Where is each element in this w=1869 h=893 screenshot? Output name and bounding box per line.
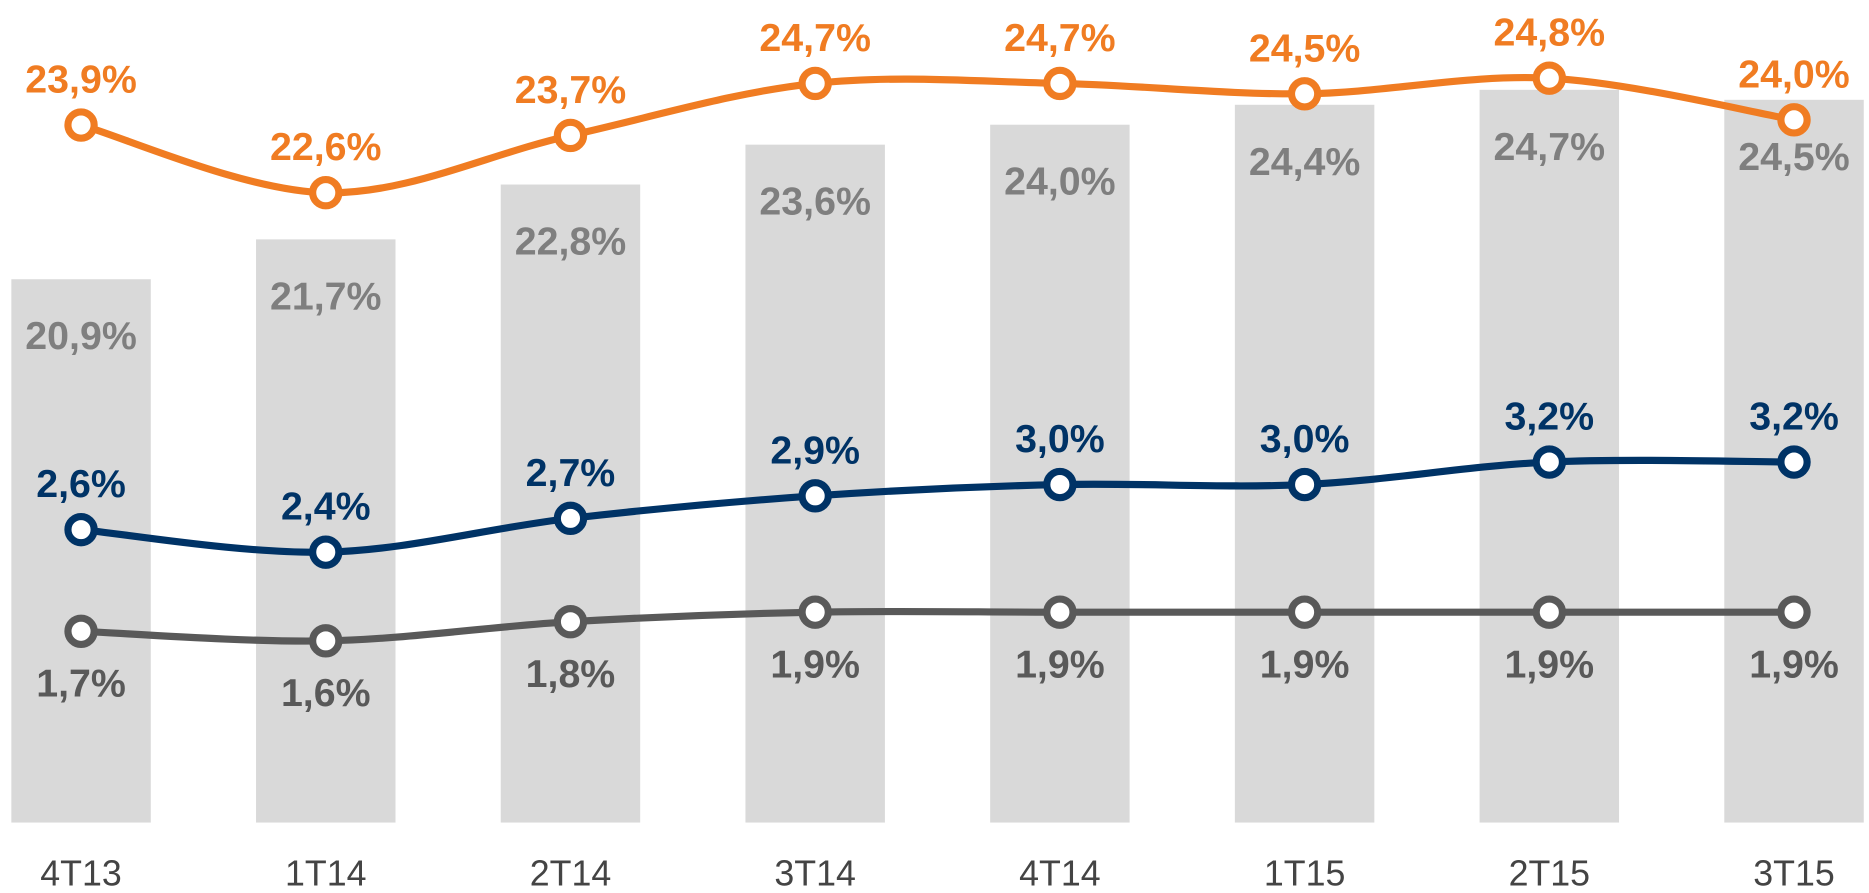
data-label: 22,8% xyxy=(515,220,627,264)
point xyxy=(1043,467,1077,502)
x-tick-label: 4T13 xyxy=(40,854,122,893)
data-label: 23,6% xyxy=(759,180,871,224)
line xyxy=(80,74,1795,197)
x-tick-label: 2T14 xyxy=(530,854,611,893)
data-label: 2,4% xyxy=(281,485,371,529)
data-label: 3,0% xyxy=(1015,417,1105,461)
point xyxy=(309,624,343,658)
bar xyxy=(11,279,151,823)
data-label: 24,5% xyxy=(1738,135,1850,179)
point xyxy=(1532,445,1567,479)
data-label: 24,4% xyxy=(1249,140,1361,184)
x-tick-label: 4T14 xyxy=(1019,854,1101,893)
x-tick-label: 1T15 xyxy=(1264,854,1345,893)
data-label: 1,6% xyxy=(281,671,371,715)
point xyxy=(798,479,832,513)
point xyxy=(64,512,98,547)
data-label: 1,9% xyxy=(1260,642,1350,686)
point xyxy=(309,535,343,569)
point xyxy=(1777,595,1811,629)
line xyxy=(80,607,1795,645)
lines-layer xyxy=(64,61,1811,658)
data-label: 22,6% xyxy=(270,125,382,169)
point xyxy=(1287,77,1322,111)
point xyxy=(798,595,832,629)
point xyxy=(64,614,98,648)
data-label: 1,8% xyxy=(526,652,616,696)
data-label: 3,2% xyxy=(1749,395,1839,439)
point xyxy=(553,501,588,536)
point xyxy=(553,118,588,153)
x-tick-label: 3T15 xyxy=(1753,854,1835,893)
data-label: 24,5% xyxy=(1249,26,1361,70)
data-label: 1,9% xyxy=(1015,642,1105,686)
data-label: 24,8% xyxy=(1494,11,1606,55)
point xyxy=(798,66,832,101)
data-label: 1,9% xyxy=(770,642,860,686)
data-label: 3,2% xyxy=(1504,395,1594,439)
x-tick-label: 1T14 xyxy=(285,854,367,893)
data-label: 2,6% xyxy=(36,462,126,506)
point xyxy=(1532,61,1567,95)
point xyxy=(1287,595,1322,629)
point xyxy=(1777,103,1811,137)
data-label: 3,0% xyxy=(1260,417,1350,461)
line xyxy=(80,456,1795,556)
data-label: 24,7% xyxy=(1494,125,1606,169)
data-label: 24,7% xyxy=(759,16,871,60)
point xyxy=(1532,595,1567,629)
data-label: 2,9% xyxy=(770,428,860,472)
data-label: 23,9% xyxy=(25,58,137,102)
point xyxy=(309,176,343,210)
point xyxy=(553,605,588,639)
data-label: 1,7% xyxy=(36,662,126,706)
bar xyxy=(1234,104,1375,823)
data-label: 21,7% xyxy=(270,274,382,318)
x-tick-label: 2T15 xyxy=(1509,854,1590,893)
data-label: 1,9% xyxy=(1504,642,1594,686)
data-label: 24,7% xyxy=(1004,16,1116,60)
x-tick-label: 3T14 xyxy=(774,854,856,893)
point xyxy=(1043,595,1077,629)
labels-layer: 4T13 1T14 2T14 3T14 4T14 1T15 2T15 3T15 20,9% 21,… xyxy=(25,11,1849,893)
point xyxy=(1043,66,1077,101)
data-label: 23,7% xyxy=(515,68,627,112)
bar xyxy=(256,239,396,823)
point xyxy=(1777,445,1811,479)
point xyxy=(1287,467,1322,502)
point xyxy=(64,108,98,142)
data-label: 20,9% xyxy=(25,314,137,358)
data-label: 2,7% xyxy=(526,451,616,495)
data-label: 24,0% xyxy=(1738,52,1850,96)
data-label: 1,9% xyxy=(1749,642,1839,686)
data-label: 24,0% xyxy=(1004,160,1116,204)
